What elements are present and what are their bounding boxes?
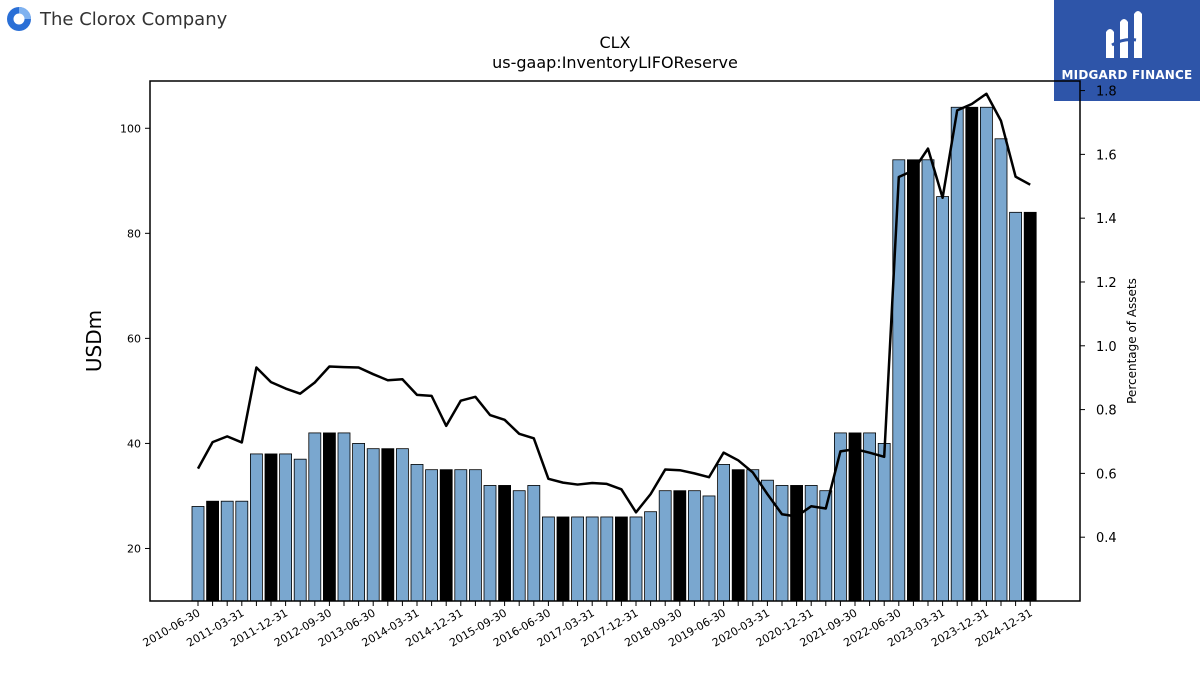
bar-2015-03-31 [468, 469, 482, 602]
bar-2014-03-31 [410, 464, 424, 602]
line-series [196, 92, 1031, 518]
bar-2016-09-30 [556, 516, 570, 602]
company-header: The Clorox Company [6, 5, 227, 33]
brand-box: MIDGARD FINANCE [1054, 0, 1200, 101]
y2-tick-label: 1.6 [1096, 148, 1117, 163]
bar-2018-06-30 [658, 490, 672, 602]
bar-2012-03-31 [293, 458, 307, 602]
bar-2015-12-31 [512, 490, 526, 602]
bar-2012-09-30 [322, 432, 336, 602]
bar-2017-06-30 [600, 516, 614, 602]
y-tick-label: 20 [127, 542, 141, 555]
y2-tick-label: 1.4 [1096, 212, 1117, 227]
bar-2017-09-30 [615, 516, 628, 602]
y2-tick-label: 0.6 [1096, 467, 1117, 482]
bar-2013-12-31 [395, 448, 409, 602]
bar-2015-06-30 [483, 485, 497, 602]
bar-2019-12-31 [746, 469, 760, 602]
y-tick-label: 80 [127, 227, 141, 240]
bar-2023-12-31 [980, 106, 993, 602]
bar-2016-06-30 [542, 516, 555, 602]
bar-2017-03-31 [585, 516, 599, 602]
bar-2024-06-30 [1009, 211, 1022, 602]
bar-2011-12-31 [279, 453, 293, 602]
bar-2023-06-30 [950, 106, 964, 602]
bar-2021-09-30 [848, 432, 862, 602]
bar-2012-12-31 [337, 432, 351, 602]
bar-2016-03-31 [527, 485, 541, 602]
bar-2021-06-30 [834, 432, 847, 602]
bar-2022-03-31 [877, 443, 891, 602]
y2-tick-label: 1.8 [1096, 85, 1117, 100]
bar-2015-09-30 [498, 485, 512, 602]
company-name: The Clorox Company [40, 8, 228, 30]
bar-2019-03-31 [702, 495, 716, 602]
y-axis-label: USDm [82, 310, 106, 372]
bar-2010-06-30 [191, 506, 205, 602]
clorox-logo-icon [7, 7, 31, 31]
bar-2011-09-30 [264, 453, 278, 602]
y2-tick-label: 1.0 [1096, 340, 1117, 355]
bar-2014-09-30 [439, 469, 453, 602]
bar-2013-03-31 [352, 443, 366, 602]
bar-2013-06-30 [366, 448, 380, 602]
bar-2011-06-30 [249, 453, 263, 602]
bar-series [191, 106, 1037, 602]
chart-subtitle: us-gaap:InventoryLIFOReserve [492, 53, 738, 72]
percentage-line [196, 92, 1031, 518]
bar-2018-03-31 [644, 511, 657, 602]
bar-2018-09-30 [673, 490, 687, 602]
bar-2014-12-31 [454, 469, 468, 602]
chart-title: CLX [599, 33, 630, 52]
y2-axis-label: Percentage of Assets [1125, 278, 1139, 404]
y-tick-label: 40 [127, 437, 141, 450]
bar-2017-12-31 [629, 516, 643, 602]
y-axis-left: 20 40 60 80 100 [120, 122, 150, 555]
bar-2018-12-31 [688, 490, 701, 602]
y2-tick-label: 1.2 [1096, 276, 1117, 291]
bar-2022-09-30 [907, 159, 920, 602]
bar-2023-03-31 [936, 196, 949, 602]
bar-2010-09-30 [206, 500, 220, 602]
bar-2023-09-30 [965, 106, 979, 602]
bar-2020-06-30 [775, 485, 789, 602]
bar-2012-06-30 [308, 432, 322, 602]
midgard-logo-icon [1106, 11, 1142, 58]
brand-name: MIDGARD FINANCE [1061, 68, 1193, 82]
bar-2019-06-30 [717, 464, 730, 602]
y2-tick-label: 0.8 [1096, 404, 1117, 419]
bar-2014-06-30 [425, 469, 439, 602]
bar-2020-09-30 [790, 485, 803, 602]
bar-2024-03-31 [994, 138, 1008, 602]
y-tick-label: 60 [127, 332, 141, 345]
y-tick-label: 100 [120, 122, 141, 135]
bar-2022-12-31 [921, 159, 935, 602]
bar-2016-12-31 [571, 516, 584, 602]
x-axis: 2010-06-302011-03-312011-12-312012-09-30… [141, 601, 1035, 650]
bar-2022-06-30 [892, 159, 906, 602]
bar-2020-12-31 [804, 485, 818, 602]
bar-2024-12-31 [1023, 211, 1037, 602]
y-axis-right: 0.4 0.6 0.8 1.0 1.2 1.4 1.6 1.8 [1080, 85, 1117, 546]
bar-2010-12-31 [220, 500, 234, 602]
bar-2011-03-31 [235, 500, 249, 602]
bar-2021-12-31 [863, 432, 876, 602]
plot-frame [149, 80, 1081, 602]
bar-2013-09-30 [381, 448, 395, 602]
bar-2019-09-30 [731, 469, 745, 602]
y2-tick-label: 0.4 [1096, 531, 1117, 546]
